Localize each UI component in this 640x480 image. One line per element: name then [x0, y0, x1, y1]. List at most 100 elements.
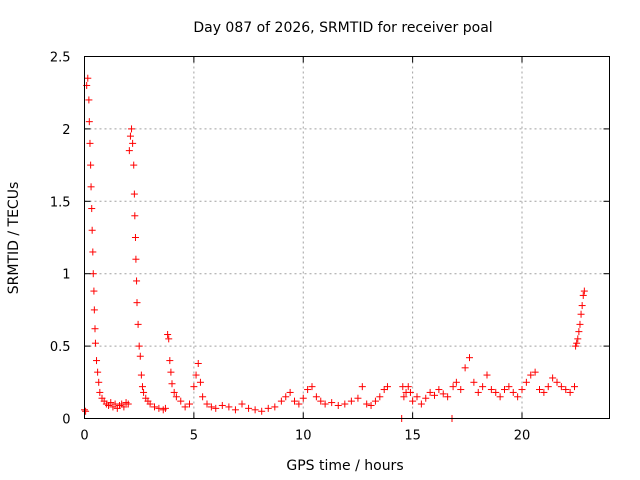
x-tick-label: 10: [295, 429, 312, 444]
data-point: [354, 394, 362, 402]
data-point: [245, 404, 253, 412]
data-point: [363, 400, 371, 408]
data-point: [487, 386, 495, 394]
y-tick-label: 1.5: [50, 195, 71, 210]
data-point: [422, 394, 430, 402]
data-point: [347, 397, 355, 405]
data-point: [86, 139, 94, 147]
data-point: [138, 383, 146, 391]
data-point: [212, 404, 220, 412]
data-point: [522, 378, 530, 386]
data-point: [131, 234, 139, 241]
data-point: [540, 388, 548, 396]
data-point: [413, 393, 421, 401]
data-point: [134, 320, 142, 328]
data-point: [358, 383, 366, 391]
data-point: [509, 388, 517, 396]
data-point: [90, 306, 98, 314]
data-point: [562, 386, 570, 394]
grid-lines: [84, 56, 610, 419]
data-point: [371, 397, 379, 405]
data-point: [461, 364, 469, 372]
data-point: [277, 397, 285, 405]
data-point: [90, 287, 98, 295]
data-point: [124, 400, 132, 408]
plot-frame: [84, 56, 610, 419]
data-point: [88, 205, 96, 213]
data-point: [304, 386, 312, 394]
data-point: [286, 388, 294, 396]
data-point: [199, 393, 207, 401]
data-point: [207, 403, 215, 411]
data-point: [133, 299, 141, 307]
data-point: [282, 393, 290, 401]
data-point: [164, 331, 172, 339]
x-tick-label: 0: [80, 429, 88, 444]
data-point: [479, 383, 487, 391]
data-point: [383, 383, 391, 391]
axis-ticks: 0 0.5 1 1.5 2 2.5 0 5 10 15 20: [50, 51, 610, 444]
data-point: [172, 393, 180, 401]
data-point: [89, 270, 97, 278]
data-point: [91, 325, 99, 333]
data-point: [341, 400, 349, 408]
data-point: [82, 407, 90, 415]
data-point: [131, 212, 139, 220]
data-point: [474, 388, 482, 396]
x-tick-label: 20: [514, 429, 531, 444]
data-point: [312, 393, 320, 401]
data-point: [575, 328, 583, 336]
data-point: [308, 383, 316, 391]
data-point: [580, 287, 588, 295]
data-point: [130, 161, 138, 169]
data-point: [328, 399, 336, 407]
data-point: [417, 400, 425, 408]
data-point: [431, 391, 438, 399]
data-point: [573, 339, 581, 347]
data-point: [168, 380, 176, 388]
data-point: [380, 386, 388, 394]
data-points: [81, 74, 588, 422]
data-point: [137, 371, 145, 379]
data-point: [553, 378, 561, 386]
data-point: [501, 386, 508, 394]
data-point: [96, 388, 104, 396]
data-point: [577, 310, 585, 318]
data-point: [186, 400, 193, 408]
data-point: [91, 339, 99, 347]
data-point: [94, 368, 102, 376]
data-point: [238, 400, 246, 408]
data-point: [88, 226, 96, 234]
data-point: [574, 335, 582, 343]
data-point: [264, 404, 272, 412]
data-point: [572, 342, 580, 350]
data-point: [87, 183, 95, 191]
data-point: [404, 383, 412, 391]
data-point: [492, 388, 500, 396]
data-point: [549, 374, 557, 382]
data-point: [151, 403, 158, 411]
data-point: [518, 386, 526, 394]
data-point: [400, 393, 408, 401]
data-point: [192, 371, 200, 379]
data-point: [483, 371, 491, 379]
data-point: [107, 399, 115, 407]
data-point: [181, 403, 189, 411]
data-point: [87, 161, 95, 169]
data-point: [129, 139, 137, 147]
chart-title: Day 087 of 2026, SRMTID for receiver poa…: [193, 20, 492, 36]
x-tick-label: 5: [190, 429, 198, 444]
data-point: [321, 400, 329, 408]
data-point: [470, 378, 478, 386]
data-point: [536, 386, 543, 394]
data-point: [84, 74, 92, 82]
data-point: [166, 357, 174, 365]
data-point: [452, 378, 460, 386]
data-point: [466, 354, 473, 362]
data-point: [231, 406, 239, 414]
x-tick-label: 15: [404, 429, 421, 444]
y-axis-label: SRMTID / TECUs: [6, 182, 22, 295]
data-point: [95, 378, 103, 386]
data-point: [505, 383, 513, 391]
